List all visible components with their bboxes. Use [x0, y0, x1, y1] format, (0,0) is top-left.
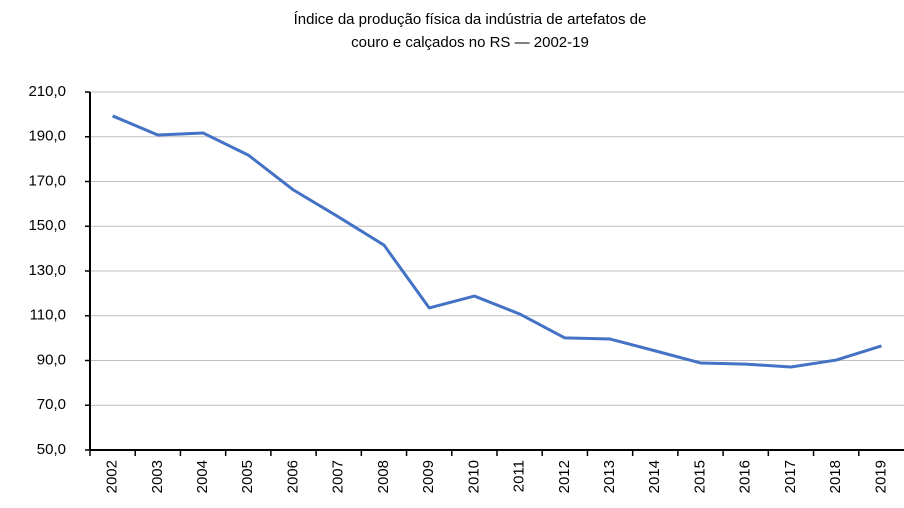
x-tick-label: 2016 [737, 460, 754, 493]
x-tick-label: 2017 [782, 460, 799, 493]
y-tick-label: 50,0 [37, 441, 66, 458]
y-tick-label: 130,0 [28, 262, 66, 279]
x-tick-label: 2015 [691, 460, 708, 493]
x-tick-label: 2008 [375, 460, 392, 493]
x-tick-label: 2014 [646, 460, 663, 493]
y-tick-label: 170,0 [28, 172, 66, 189]
y-tick-label: 70,0 [37, 396, 66, 413]
x-tick-label: 2007 [330, 460, 347, 493]
chart-title: Índice da produção física da indústria d… [294, 11, 647, 28]
x-tick-label: 2011 [511, 460, 528, 492]
x-tick-label: 2019 [872, 460, 889, 493]
y-tick-label: 110,0 [30, 307, 66, 324]
y-tick-label: 190,0 [28, 128, 66, 145]
x-tick-label: 2004 [194, 460, 211, 493]
x-tick-label: 2018 [827, 460, 844, 493]
chart-title: couro e calçados no RS — 2002-19 [351, 34, 589, 51]
x-tick-label: 2010 [465, 460, 482, 493]
x-tick-label: 2006 [284, 460, 301, 493]
x-tick-label: 2002 [104, 460, 121, 493]
y-tick-label: 90,0 [37, 351, 66, 368]
data-line [112, 114, 882, 369]
y-tick-label: 210,0 [28, 83, 66, 100]
x-tick-label: 2009 [420, 460, 437, 493]
x-tick-label: 2003 [149, 460, 166, 493]
x-tick-label: 2005 [239, 460, 256, 493]
x-tick-label: 2013 [601, 460, 618, 493]
y-tick-label: 150,0 [28, 217, 66, 234]
x-tick-label: 2012 [556, 460, 573, 493]
